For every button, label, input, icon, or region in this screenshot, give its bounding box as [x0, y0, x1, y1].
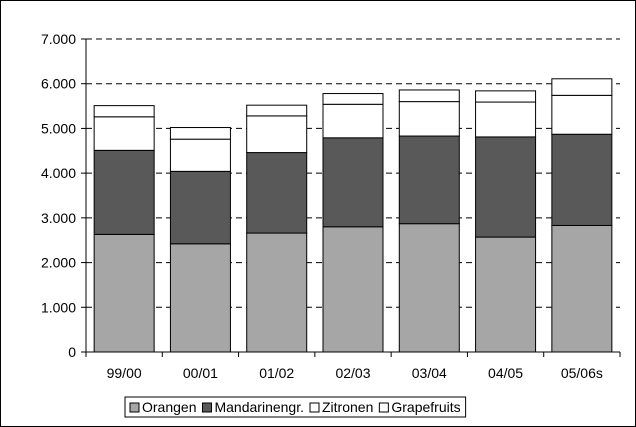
bar-segment — [93, 233, 155, 353]
y-tick-label: 3.000 — [41, 210, 76, 226]
bar-segment — [398, 135, 460, 225]
x-tick-label: 00/01 — [183, 365, 218, 381]
bar-segment — [246, 115, 308, 154]
x-tick-label: 99/00 — [107, 365, 142, 381]
axes: 0 1.000 2.000 3.000 4.000 5.000 6.000 7.000 99/0… — [41, 31, 621, 381]
legend-frame — [124, 396, 467, 418]
legend-label: Orangen — [142, 399, 196, 415]
bar-segment — [169, 170, 231, 245]
legend-label: Zitronen — [322, 399, 373, 415]
bar-segment — [398, 223, 460, 353]
bar-segment — [246, 232, 308, 353]
bars — [93, 78, 613, 353]
bar-segment — [551, 224, 613, 353]
legend-swatch — [378, 402, 389, 413]
y-tick-label: 5.000 — [41, 120, 76, 136]
x-tick-label: 02/03 — [335, 365, 370, 381]
x-tick-label: 03/04 — [412, 365, 447, 381]
bar-segment — [398, 89, 460, 103]
y-tick-label: 2.000 — [41, 255, 76, 271]
bar-segment — [551, 94, 613, 135]
bar-segment — [475, 101, 537, 138]
bar-segment — [169, 127, 231, 140]
bar-segment — [322, 93, 384, 105]
bar-segment — [475, 236, 537, 353]
x-tick-label: 05/06s — [561, 365, 603, 381]
y-tick-label: 6.000 — [41, 76, 76, 92]
y-tick-label: 4.000 — [41, 165, 76, 181]
bar-segment — [169, 243, 231, 353]
bar-segment — [93, 105, 155, 118]
legend-swatch — [309, 402, 320, 413]
bar-segment — [322, 103, 384, 139]
bar-segment — [246, 104, 308, 117]
y-tick-label: 7.000 — [41, 31, 76, 47]
x-tick-label: 01/02 — [259, 365, 294, 381]
legend-label: Mandarinengr. — [214, 399, 304, 415]
bar-segment — [475, 136, 537, 238]
bar-segment — [93, 116, 155, 151]
legend-label: Grapefruits — [391, 399, 460, 415]
legend: Orangen Mandarinengr. Zitronen Grapefruits — [124, 396, 467, 418]
bar-segment — [475, 90, 537, 103]
legend-swatch — [129, 402, 140, 413]
bar-segment — [551, 133, 613, 226]
bar-segment — [93, 149, 155, 235]
bar-segment — [169, 138, 231, 172]
bar-segment — [322, 226, 384, 353]
y-tick-label: 0 — [68, 344, 76, 360]
bar-segment — [551, 78, 613, 96]
x-tick-label: 04/05 — [488, 365, 523, 381]
bar-segment — [398, 101, 460, 137]
bar-segment — [246, 152, 308, 234]
bar-segment — [322, 137, 384, 228]
y-tick-label: 1.000 — [41, 299, 76, 315]
legend-swatch — [201, 402, 212, 413]
